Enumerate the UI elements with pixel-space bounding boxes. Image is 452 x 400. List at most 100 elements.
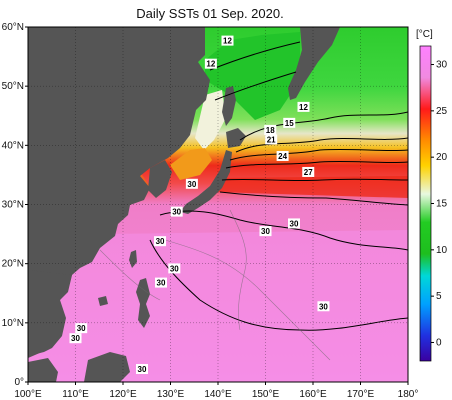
lat-tick-label: 50°N [2,81,24,92]
isotherm-label: 30 [155,277,167,288]
graticule [28,27,408,382]
isotherm-30-north [159,210,408,251]
lat-tick-label: 60°N [2,22,24,33]
land-sumatra [28,358,58,382]
isotherm-label-text: 30 [77,324,86,333]
lat-tick-label: 0° [14,377,24,388]
lat-tick-label: 30°N [2,200,24,211]
isotherm-label-bg [317,301,330,312]
isotherm-label: 30 [288,218,300,229]
isotherm-label-bg [168,263,181,274]
isotherm-label: 30 [168,263,181,274]
isotherm-label-text: 30 [172,208,181,217]
land-japan-honshu [180,150,232,214]
isotherm-label-bg [69,333,82,344]
lon-tick-label: 170°E [347,389,375,400]
isotherm-label-text: 30 [138,365,147,374]
isotherm-label-bg [221,35,234,46]
lon-tick-label: 130°E [157,389,185,400]
isotherm-label: 30 [185,178,198,189]
isotherm-label-bg [288,218,300,229]
isotherm-label-text: 18 [266,126,275,135]
isotherm-label-bg [75,323,88,334]
isotherm-label: 30 [75,323,88,334]
isotherm-label-text: 27 [304,168,313,177]
colorbar-scale [419,45,432,362]
isotherm-label-bg [185,178,198,189]
isotherm-30-west [149,239,408,331]
isotherm-label: 21 [265,134,278,145]
isotherm-label: 30 [317,301,330,312]
isotherm-label: 30 [154,236,167,247]
isotherm-label: 18 [264,124,277,135]
bathymetry-line-1 [164,239,331,361]
map-title: Daily SSTs 01 Sep. 2020. [136,6,284,21]
kuroshio-front [215,176,408,198]
isotherm-label-bg [136,363,148,374]
isotherm-label-bg [276,150,289,161]
isotherm-label-bg [283,117,296,128]
lon-tick-label: 150°E [252,389,280,400]
colorbar-tick-label: 30 [436,60,448,71]
land-korea [148,160,172,198]
isotherm-label: 15 [283,117,296,128]
isotherm-label-text: 30 [319,302,328,311]
isotherm-label-text: 30 [71,334,80,343]
colorbar-unit: [°C] [416,29,433,40]
isotherm-label: 30 [69,333,82,344]
isotherm-greenland [209,41,301,71]
isotherm-label-text: 30 [290,219,299,228]
colorbar-tick-label: 10 [436,245,448,256]
isotherm-label-bg [265,134,278,145]
land-borneo [84,352,130,382]
isotherm-label: 30 [170,206,183,217]
colorbar-tick-label: 0 [436,337,442,348]
land-philippines [136,278,150,328]
isotherm-label-text: 24 [278,152,287,161]
isotherm-label: 24 [276,150,289,161]
bathymetry-contours [99,209,331,361]
bathymetry-line-3 [99,249,161,301]
isotherm-label-bg [259,226,272,237]
isotherm-label-text: 30 [170,264,179,273]
bathymetry-line-2 [229,209,247,331]
isotherm-label-text: 12 [299,103,308,112]
isotherm-label-bg [155,277,167,288]
lon-tick-label: 140°E [204,389,232,400]
isotherm-label: 27 [302,166,315,177]
latitude-axis: 60°N 50°N 40°N 30°N 20°N 10°N 0° [2,22,28,388]
isotherm-18 [229,148,408,161]
isotherm-label-text: 12 [223,37,232,46]
lon-tick-label: 180° [398,389,419,400]
isotherm-label: 30 [136,363,148,374]
isotherm-label: 30 [259,226,272,237]
isotherm-label: 12 [297,101,310,112]
colorbar-tick-label: 5 [436,291,442,302]
colorbar: [°C] 30 25 20 15 10 5 0 [416,29,448,362]
isotherm-label-text: 30 [187,180,196,189]
land-kamchatka [288,27,340,100]
isotherm-label-bg [154,236,167,247]
isotherm-27 [219,191,408,206]
land-asia-continent [28,27,210,358]
colorbar-ticks: 30 25 20 15 10 5 0 [431,60,448,348]
isotherm-24 [221,178,408,182]
lon-tick-label: 100°E [14,389,42,400]
lon-tick-label: 120°E [109,389,137,400]
land-japan-hokkaido [226,128,246,148]
isotherm-label-text: 30 [261,227,270,236]
lon-tick-label: 160°E [299,389,327,400]
isotherm-label-bg [264,124,277,135]
lon-tick-label: 110°E [62,389,89,400]
isotherm-21 [225,160,408,169]
isotherm-label: 12 [221,35,234,46]
sea-of-japan-warm [170,148,212,180]
isotherm-label-bg [204,58,217,69]
longitude-axis: 100°E 110°E 120°E 130°E 140°E 150°E 160°E 170°E… [14,382,418,400]
lat-tick-label: 10°N [2,318,24,329]
lat-tick-label: 40°N [2,140,24,151]
isotherm-label-text: 12 [206,60,215,69]
